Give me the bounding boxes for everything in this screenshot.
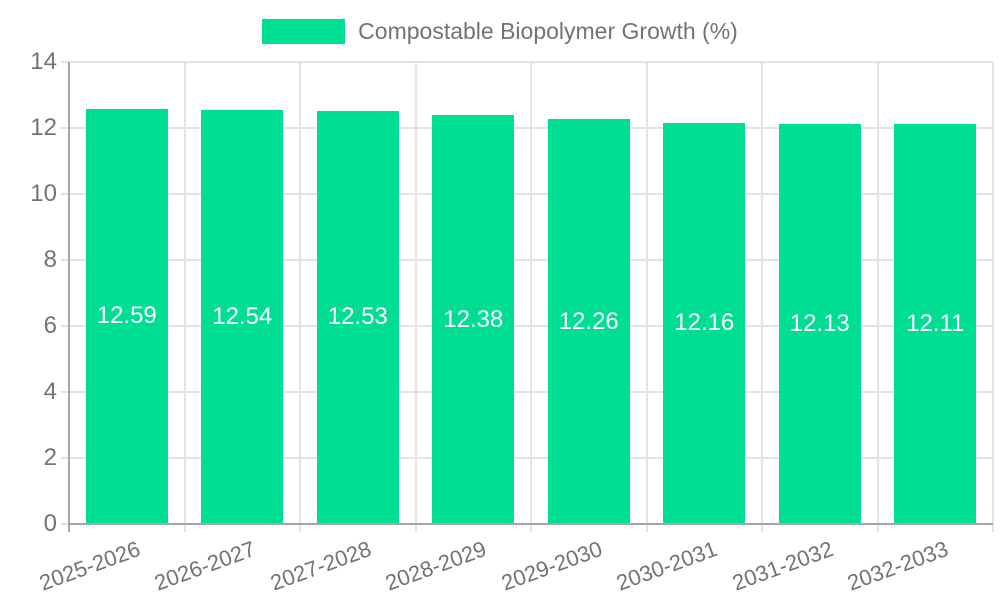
x-axis-tick-label: 2029-2030 (497, 536, 605, 596)
y-axis-tick-label: 6 (43, 312, 57, 339)
bar (201, 110, 284, 524)
x-gridline (992, 62, 994, 532)
x-gridline (299, 62, 301, 532)
x-axis-tick-label: 2031-2032 (728, 536, 836, 596)
x-axis-tick-label: 2030-2031 (613, 536, 721, 596)
bar-value-label: 12.59 (96, 302, 157, 330)
x-axis-tick-label: 2025-2026 (35, 536, 143, 596)
y-gridline (61, 61, 993, 63)
y-axis-tick-label: 4 (43, 378, 57, 405)
y-axis-tick-label: 8 (43, 246, 57, 273)
bar-value-label: 12.11 (906, 310, 965, 338)
x-axis-tick-label: 2032-2033 (844, 536, 952, 596)
bar (316, 110, 399, 524)
x-gridline (761, 62, 763, 532)
bar-value-label: 12.26 (558, 307, 619, 335)
x-gridline (876, 62, 879, 532)
y-gridline (61, 391, 993, 393)
bar-value-label: 12.16 (674, 309, 735, 337)
bar (894, 124, 977, 524)
x-gridline (530, 62, 532, 532)
bar (85, 108, 168, 524)
bar (778, 123, 861, 524)
legend-swatch-icon (262, 19, 346, 44)
bar-value-label: 12.53 (327, 303, 388, 331)
x-axis-tick-label: 2027-2028 (266, 536, 374, 596)
y-axis-tick-label: 12 (30, 114, 57, 141)
bar-value-label: 12.54 (212, 303, 273, 331)
x-gridline (414, 62, 417, 532)
bar (663, 122, 746, 524)
y-axis-tick-label: 14 (30, 48, 57, 75)
y-gridline (61, 127, 993, 129)
legend-label: Compostable Biopolymer Growth (%) (358, 18, 738, 44)
y-gridline (61, 457, 993, 459)
y-axis-line (68, 62, 70, 532)
x-gridline (183, 62, 186, 532)
bar-value-label: 12.13 (789, 309, 850, 337)
legend: Compostable Biopolymer Growth (%) (0, 19, 1000, 44)
bar (432, 115, 515, 524)
y-axis-tick-label: 2 (43, 444, 57, 471)
y-gridline (61, 259, 993, 261)
y-axis-tick-label: 10 (30, 180, 57, 207)
x-axis-tick-label: 2026-2027 (151, 536, 259, 596)
x-gridline (645, 62, 648, 532)
y-axis-tick-label: 0 (43, 510, 57, 537)
x-axis-tick-label: 2028-2029 (382, 536, 490, 596)
y-gridline (61, 325, 993, 327)
y-gridline (61, 193, 993, 195)
bar (547, 119, 630, 524)
x-axis-line (69, 523, 993, 525)
bar-value-label: 12.38 (443, 305, 504, 333)
